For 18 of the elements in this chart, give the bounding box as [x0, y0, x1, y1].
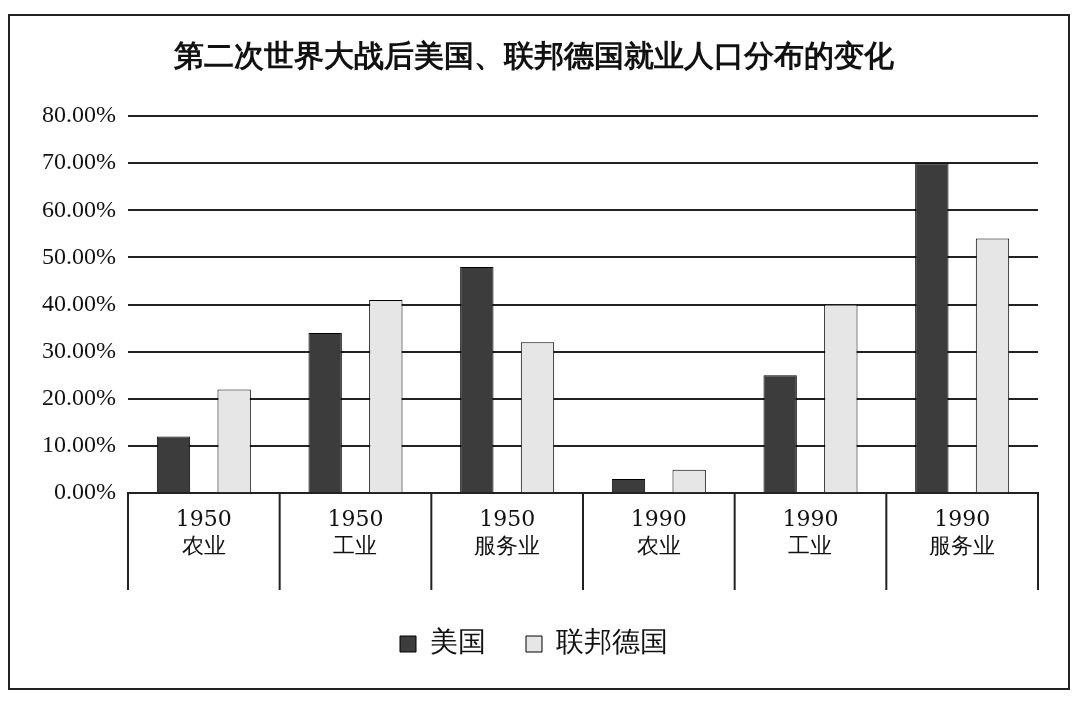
y-tick-label: 10.00%: [41, 431, 116, 458]
x-tick-label: 1990 服务业: [929, 506, 996, 558]
y-tick-label: 70.00%: [41, 148, 116, 175]
legend-label: 美国: [430, 625, 486, 659]
y-tick-label: 80.00%: [41, 101, 116, 128]
x-tick-label: 1950 工业: [327, 506, 384, 558]
x-tick-label: 1950 服务业: [474, 506, 541, 558]
y-tick-label: 50.00%: [41, 242, 116, 269]
chart-title: 第二次世界大战后美国、联邦德国就业人口分布的变化: [173, 37, 895, 73]
x-tick-label: 1990 工业: [782, 506, 839, 558]
y-tick-label: 40.00%: [41, 289, 116, 316]
y-tick-label: 60.00%: [41, 195, 116, 222]
x-tick-label: 1990 农业: [630, 506, 687, 558]
y-tick-label: 30.00%: [41, 337, 116, 364]
x-tick-label: 1950 农业: [175, 506, 232, 558]
y-tick-label: 20.00%: [41, 384, 116, 411]
legend-label: 联邦德国: [556, 625, 668, 659]
y-tick-label: 0.00%: [53, 478, 116, 505]
